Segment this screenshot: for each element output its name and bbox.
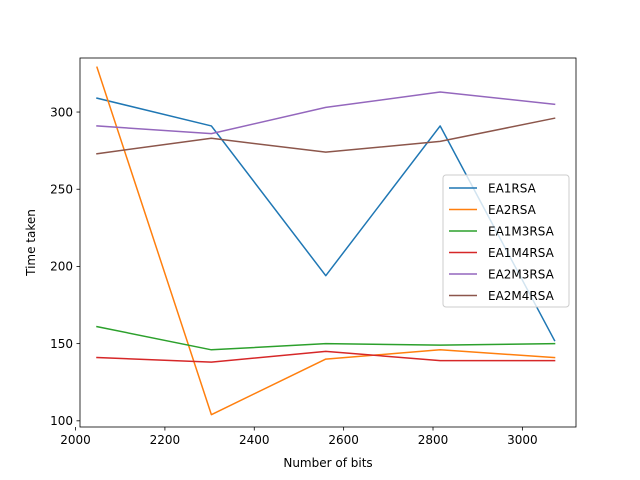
x-tick-label: 3000 (507, 433, 538, 447)
legend: EA1RSA EA2RSA EA1M3RSA EA1M4RSA EA2M3RSA EA2M… (442, 174, 570, 308)
x-axis: 2000 2200 2400 2600 2800 3000 (60, 427, 538, 447)
series-line-ea1m3rsa (96, 325, 556, 351)
y-tick-label: 250 (50, 183, 73, 197)
y-axis-title: Time taken (24, 209, 38, 277)
y-tick-label: 100 (50, 414, 73, 428)
x-tick-label: 2000 (60, 433, 91, 447)
legend-label-ea1m3rsa: EA1M3RSA (488, 224, 555, 238)
x-tick-label: 2200 (150, 433, 181, 447)
series-line-ea2m4rsa (96, 117, 556, 155)
series-line-ea2m3rsa (96, 91, 556, 135)
y-axis: 100 150 200 250 300 (50, 105, 80, 428)
legend-label-ea2rsa: EA2RSA (488, 203, 537, 217)
x-tick-label: 2400 (239, 433, 270, 447)
x-axis-title: Number of bits (283, 456, 372, 470)
legend-label-ea1rsa: EA1RSA (488, 181, 537, 195)
legend-label-ea2m4rsa: EA2M4RSA (488, 289, 555, 303)
series-line-ea1m4rsa (96, 350, 556, 363)
y-tick-label: 150 (50, 337, 73, 351)
plot-frame (79, 57, 577, 428)
y-tick-label: 300 (50, 105, 73, 119)
series-line-ea2rsa (96, 66, 556, 416)
legend-label-ea1m4rsa: EA1M4RSA (488, 246, 555, 260)
x-tick-label: 2600 (328, 433, 359, 447)
legend-label-ea2m3rsa: EA2M3RSA (488, 267, 555, 281)
x-tick-label: 2800 (418, 433, 449, 447)
y-tick-label: 200 (50, 260, 73, 274)
